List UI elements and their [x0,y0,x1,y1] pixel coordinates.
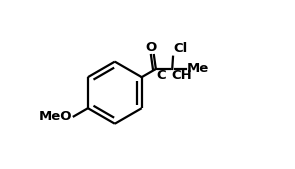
Text: Cl: Cl [174,42,188,55]
Text: MeO: MeO [39,110,73,123]
Text: C: C [156,69,166,82]
Text: CH: CH [171,69,192,82]
Text: O: O [145,41,157,54]
Text: Me: Me [186,63,209,76]
